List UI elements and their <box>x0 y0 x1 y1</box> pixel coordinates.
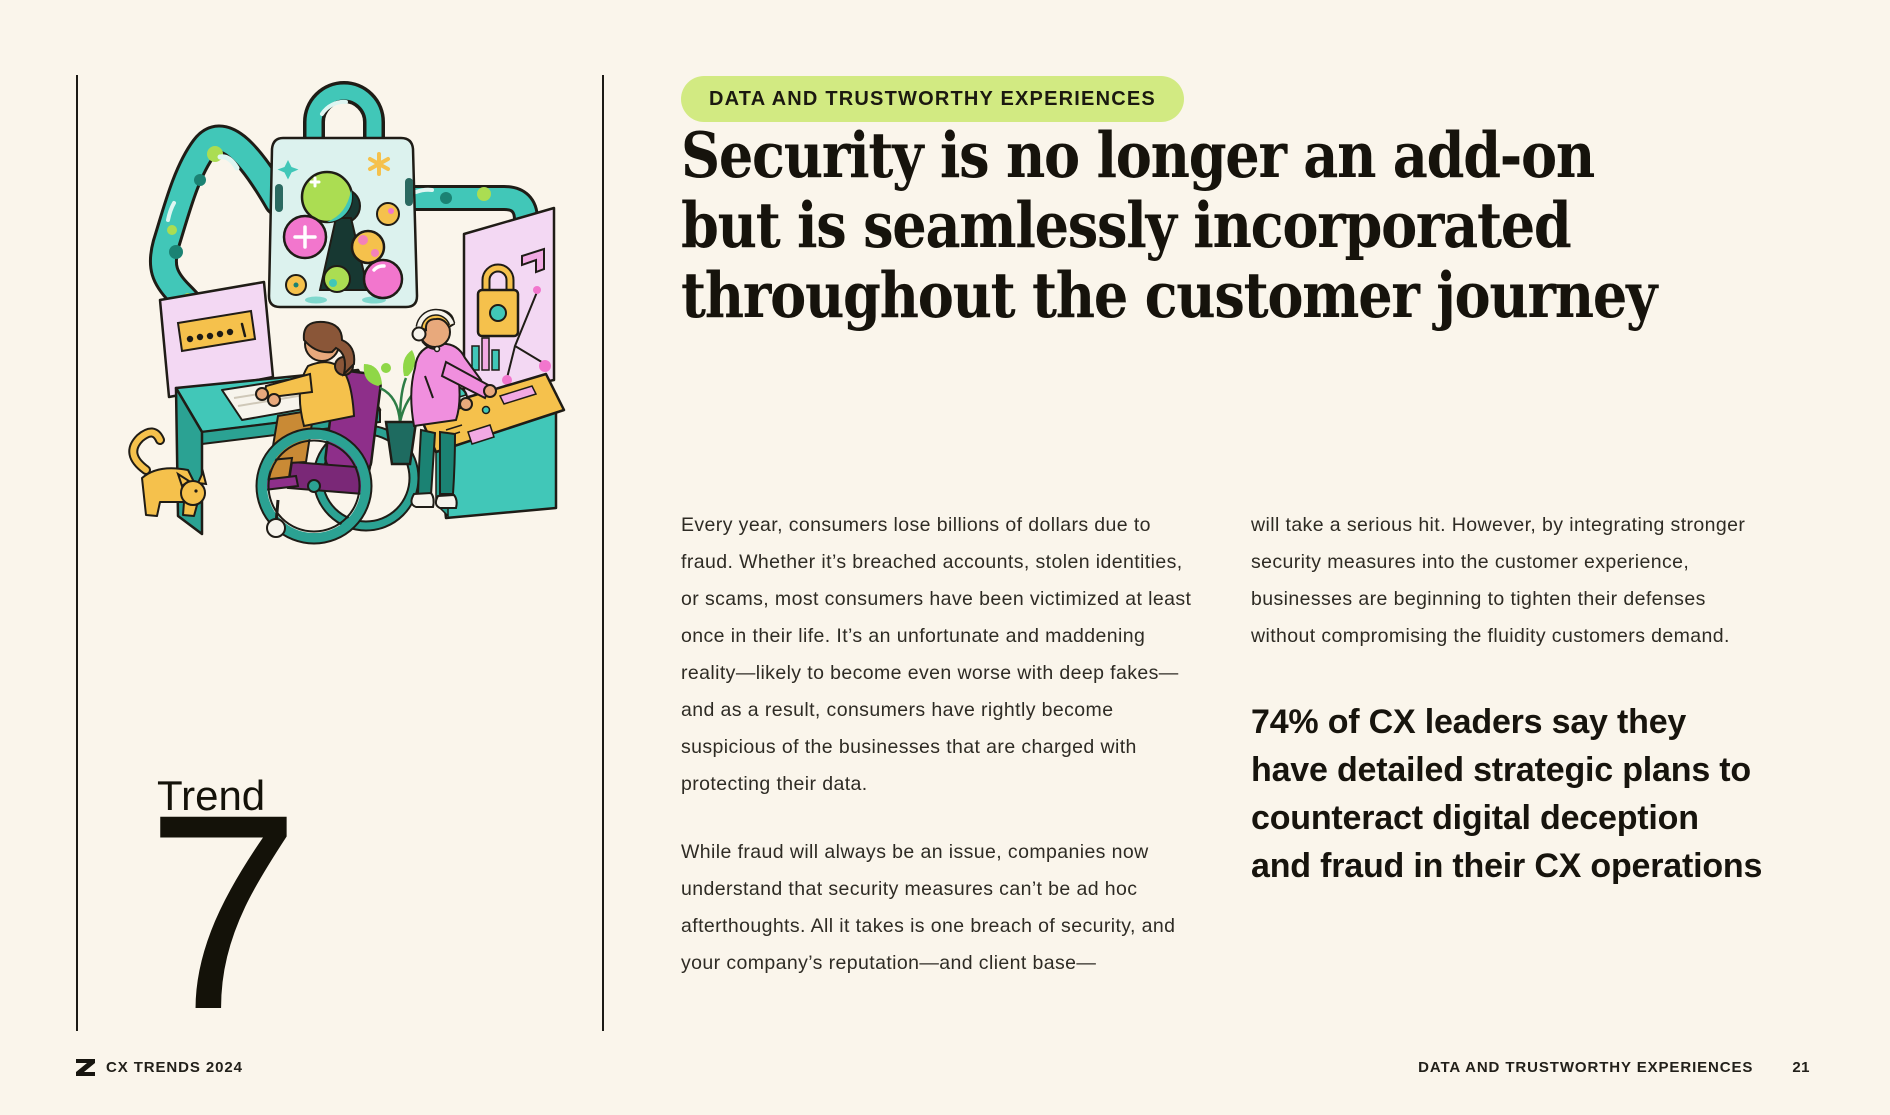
stat-callout: 74% of CX leaders say they have detailed… <box>1251 703 1763 885</box>
body-column-left: Every year, consumers lose billions of d… <box>681 507 1199 982</box>
sparkle-asterisk <box>368 152 390 176</box>
zendesk-z-logo-icon <box>76 1058 95 1076</box>
headphones-icon <box>411 326 427 342</box>
headline-line-3: throughout the customer journey <box>681 258 1658 332</box>
category-badge: DATA AND TRUSTWORTHY EXPERIENCES <box>681 76 1184 122</box>
page-footer: CX TRENDS 2024 DATA AND TRUSTWORTHY EXPE… <box>76 1057 1810 1077</box>
footer-meta-group: DATA AND TRUSTWORTHY EXPERIENCES 21 <box>1418 1059 1810 1076</box>
footer-brand: CX TRENDS 2024 <box>106 1058 243 1076</box>
footer-section: DATA AND TRUSTWORTHY EXPERIENCES <box>1418 1058 1754 1076</box>
footer-brand-group: CX TRENDS 2024 <box>76 1058 243 1076</box>
right-desk <box>416 372 566 520</box>
body-paragraph: Every year, consumers lose billions of d… <box>681 514 1192 795</box>
cat <box>128 427 208 517</box>
body-paragraph: While fraud will always be an issue, com… <box>681 841 1176 974</box>
security-board <box>462 206 556 400</box>
headline-line-1: Security is no longer an add-on <box>681 118 1595 192</box>
sparkle-star <box>277 160 299 180</box>
column-divider-rule <box>602 75 604 1031</box>
data-balls <box>282 170 404 304</box>
left-vertical-rule <box>76 75 78 1031</box>
headline-line-2: but is seamlessly incorporated <box>681 188 1572 262</box>
security-illustration <box>128 81 566 545</box>
body-column-right: will take a serious hit. However, by int… <box>1251 507 1765 982</box>
body-paragraph: will take a serious hit. However, by int… <box>1251 514 1746 647</box>
trend-number: 7 <box>146 756 301 1067</box>
plant <box>363 350 444 466</box>
body-columns: Every year, consumers lose billions of d… <box>681 507 1767 982</box>
lock-container <box>267 81 419 309</box>
page-number: 21 <box>1792 1058 1810 1076</box>
page-title: Security is no longer an add-on but is s… <box>681 118 1658 332</box>
standing-agent <box>410 308 497 509</box>
trend-label: Trend <box>157 772 266 819</box>
woman-in-wheelchair <box>255 320 420 545</box>
